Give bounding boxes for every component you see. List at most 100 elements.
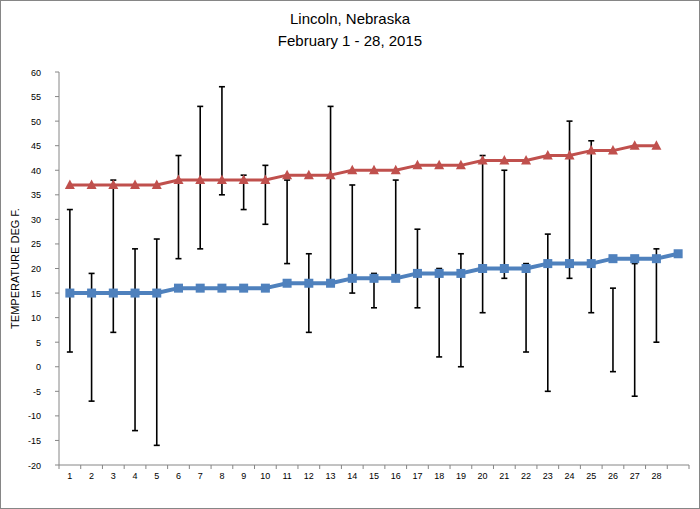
x-tick-label: 23 [543, 471, 553, 481]
series-line [70, 254, 678, 293]
marker [456, 160, 466, 170]
x-tick [384, 465, 385, 469]
marker [217, 284, 226, 293]
range-cap-low [480, 312, 486, 314]
x-tick-label: 5 [154, 471, 159, 481]
range-line [178, 156, 180, 259]
y-tick [55, 415, 59, 416]
range-line [525, 264, 527, 352]
marker [131, 289, 140, 298]
x-tick [667, 465, 668, 469]
range-bar [414, 229, 420, 308]
marker [260, 175, 270, 185]
y-tick [55, 121, 59, 122]
range-cap-low [458, 366, 464, 368]
x-tick [102, 465, 103, 469]
range-line [590, 141, 592, 313]
range-cap-low [371, 307, 377, 309]
x-tick-label: 25 [586, 471, 596, 481]
y-tick-label: 35 [31, 190, 41, 200]
range-cap-low [67, 351, 73, 353]
x-tick [493, 465, 494, 469]
range-line [547, 234, 549, 391]
marker [500, 264, 509, 273]
marker [587, 259, 596, 268]
y-tick-label: -10 [28, 411, 41, 421]
x-tick [254, 465, 255, 469]
range-cap-low [545, 391, 551, 393]
marker [478, 155, 488, 165]
y-axis-label: TEMPERATURE DEG F. [9, 208, 21, 329]
range-cap-low [89, 400, 95, 402]
marker [565, 259, 574, 268]
x-tick [341, 465, 342, 469]
marker [412, 160, 422, 170]
x-tick [471, 465, 472, 469]
range-cap-high [154, 238, 160, 240]
x-tick-label: 28 [651, 471, 661, 481]
range-cap-low [110, 332, 116, 334]
range-bar [175, 156, 181, 259]
y-tick-label: 55 [31, 92, 41, 102]
marker [347, 165, 357, 175]
series-line [70, 146, 657, 185]
range-cap-low [414, 307, 420, 309]
range-cap-high [567, 120, 573, 122]
marker [109, 289, 118, 298]
range-bar [154, 239, 160, 445]
range-line [417, 229, 419, 308]
x-tick-label: 21 [499, 471, 509, 481]
y-tick-label: 50 [31, 117, 41, 127]
x-tick-label: 24 [565, 471, 575, 481]
title: Lincoln, Nebraska [290, 10, 411, 27]
x-tick [145, 465, 146, 469]
range-cap-high [393, 179, 399, 181]
x-tick [536, 465, 537, 469]
marker [130, 179, 140, 189]
marker [65, 289, 74, 298]
x-tick-label: 3 [111, 471, 116, 481]
marker [434, 160, 444, 170]
range-line [612, 288, 614, 372]
marker [630, 140, 640, 150]
y-tick-label: 20 [31, 264, 41, 274]
marker [304, 170, 314, 180]
marker [435, 269, 444, 278]
x-tick-label: 14 [347, 471, 357, 481]
marker [65, 179, 75, 189]
x-tick-label: 15 [369, 471, 379, 481]
marker [478, 264, 487, 273]
range-bar [588, 141, 594, 313]
marker [499, 155, 509, 165]
marker [369, 165, 379, 175]
range-line [395, 180, 397, 278]
x-tick [232, 465, 233, 469]
marker [196, 284, 205, 293]
x-tick-label: 11 [282, 471, 291, 481]
y-tick [55, 243, 59, 244]
y-tick-label: -20 [28, 461, 41, 471]
range-line [504, 170, 506, 278]
marker [217, 175, 227, 185]
x-tick [363, 465, 364, 469]
range-line [113, 180, 115, 332]
range-line [569, 121, 571, 278]
range-cap-high [414, 228, 420, 230]
marker [152, 179, 162, 189]
marker [522, 264, 531, 273]
marker [326, 279, 335, 288]
x-tick [124, 465, 125, 469]
marker [543, 259, 552, 268]
y-tick [55, 268, 59, 269]
x-tick [450, 465, 451, 469]
range-line [634, 264, 636, 397]
marker [282, 170, 292, 180]
y-tick [55, 440, 59, 441]
range-cap-low [653, 341, 659, 343]
marker [565, 150, 575, 160]
y-tick-label: 15 [31, 289, 41, 299]
x-tick-label: 7 [198, 471, 203, 481]
range-bar [262, 165, 268, 224]
x-tick-label: 1 [67, 471, 72, 481]
marker [456, 269, 465, 278]
